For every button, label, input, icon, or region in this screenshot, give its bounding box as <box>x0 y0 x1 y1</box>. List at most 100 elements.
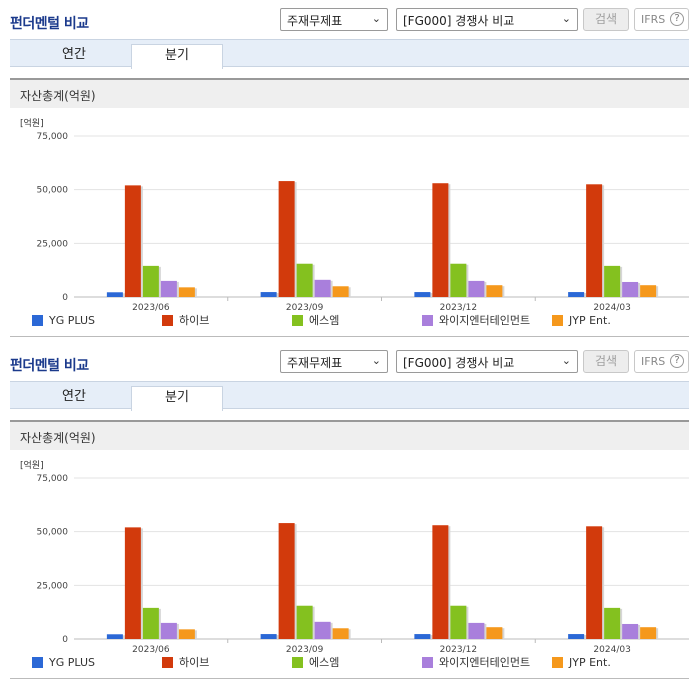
bar[interactable] <box>586 526 603 639</box>
statement-type-select[interactable]: 주재무제표 ⌄ <box>280 8 388 31</box>
bar[interactable] <box>314 621 331 639</box>
bar[interactable] <box>450 263 467 297</box>
legend-swatch <box>552 657 563 668</box>
y-tick-label: 75,000 <box>37 132 69 142</box>
chevron-down-icon: ⌄ <box>371 12 381 25</box>
total-assets-chart: [억원] 0 25,000 50,000 75,000 2023/06 2023/09 202… <box>20 117 689 327</box>
bar[interactable] <box>486 285 503 297</box>
search-button[interactable]: 검색 <box>583 350 629 373</box>
period-tabs: 연간 분기 <box>10 381 689 411</box>
tab-quarterly[interactable]: 분기 <box>131 386 223 411</box>
y-tick-label: 50,000 <box>37 186 69 196</box>
chevron-down-icon: ⌄ <box>561 12 571 25</box>
legend-label[interactable]: 하이브 <box>179 313 209 327</box>
y-tick-label: 25,000 <box>37 581 69 591</box>
divider <box>10 678 689 679</box>
select-value: 주재무제표 <box>287 356 343 370</box>
statement-type-select[interactable]: 주재무제표 ⌄ <box>280 350 388 373</box>
fundamental-panel-1: 펀더멘털 비교 주재무제표 ⌄ [FG000] 경쟁사 비교 ⌄ 검색 IFRS? … <box>10 8 689 337</box>
legend-label[interactable]: YG PLUS <box>48 314 95 327</box>
bar[interactable] <box>414 634 431 639</box>
fundamental-panel-2: 펀더멘털 비교 주재무제표 ⌄ [FG000] 경쟁사 비교 ⌄ 검색 IFRS? … <box>0 342 696 684</box>
legend-swatch <box>162 315 173 326</box>
y-tick-label: 50,000 <box>37 528 69 538</box>
bar[interactable] <box>468 622 485 639</box>
x-tick-label: 2023/09 <box>286 645 324 655</box>
bar[interactable] <box>106 634 123 639</box>
bar[interactable] <box>296 263 313 297</box>
bar[interactable] <box>432 525 449 639</box>
ifrs-label: IFRS <box>641 355 666 368</box>
legend-swatch <box>162 657 173 668</box>
legend-swatch <box>292 315 303 326</box>
bar[interactable] <box>142 607 159 639</box>
bar[interactable] <box>568 292 585 297</box>
help-icon: ? <box>670 12 684 26</box>
bar[interactable] <box>124 185 141 297</box>
bar[interactable] <box>124 527 141 639</box>
bar[interactable] <box>622 281 639 297</box>
bar[interactable] <box>296 605 313 639</box>
bar[interactable] <box>604 607 621 639</box>
total-assets-chart: [억원] 0 25,000 50,000 75,000 2023/06 2023/09 202… <box>20 459 689 669</box>
bar[interactable] <box>586 184 603 297</box>
ifrs-help-button[interactable]: IFRS? <box>634 8 689 31</box>
bar[interactable] <box>622 623 639 639</box>
bar[interactable] <box>604 265 621 297</box>
legend-swatch <box>292 657 303 668</box>
bar[interactable] <box>468 280 485 297</box>
legend-label[interactable]: 에스엠 <box>309 314 339 327</box>
bar[interactable] <box>414 292 431 297</box>
bar[interactable] <box>160 622 177 639</box>
y-tick-label: 0 <box>62 635 68 645</box>
bar[interactable] <box>178 629 195 639</box>
period-tabs: 연간 분기 <box>10 39 689 69</box>
bar[interactable] <box>640 627 657 639</box>
bar[interactable] <box>278 523 295 639</box>
bar[interactable] <box>332 628 349 639</box>
select-value: [FG000] 경쟁사 비교 <box>403 356 515 370</box>
legend-label[interactable]: 와이지엔터테인먼트 <box>439 656 530 669</box>
tab-annual[interactable]: 연간 <box>62 389 86 404</box>
peer-group-select[interactable]: [FG000] 경쟁사 비교 ⌄ <box>396 350 578 373</box>
peer-group-select[interactable]: [FG000] 경쟁사 비교 ⌄ <box>396 8 578 31</box>
ifrs-help-button[interactable]: IFRS? <box>634 350 689 373</box>
bar[interactable] <box>260 634 277 639</box>
select-value: [FG000] 경쟁사 비교 <box>403 14 515 28</box>
panel-title: 펀더멘털 비교 <box>10 16 89 32</box>
bar[interactable] <box>332 286 349 297</box>
bar[interactable] <box>432 183 449 297</box>
legend-label[interactable]: JYP Ent. <box>568 314 611 327</box>
bar[interactable] <box>278 181 295 297</box>
x-tick-label: 2023/12 <box>440 645 477 655</box>
bar[interactable] <box>640 285 657 297</box>
x-tick-label: 2023/09 <box>286 303 324 313</box>
legend-label[interactable]: JYP Ent. <box>568 656 611 669</box>
y-tick-label: 25,000 <box>37 239 69 249</box>
bar[interactable] <box>486 627 503 639</box>
bar[interactable] <box>260 292 277 297</box>
legend-swatch <box>552 315 563 326</box>
search-button[interactable]: 검색 <box>583 8 629 31</box>
bar[interactable] <box>314 279 331 297</box>
bar[interactable] <box>450 605 467 639</box>
bar[interactable] <box>178 287 195 297</box>
select-value: 주재무제표 <box>287 14 343 28</box>
legend-swatch <box>32 315 43 326</box>
divider <box>10 336 689 337</box>
bar[interactable] <box>106 292 123 297</box>
bar[interactable] <box>142 265 159 297</box>
tab-annual[interactable]: 연간 <box>62 47 86 62</box>
legend-label[interactable]: 와이지엔터테인먼트 <box>439 314 530 327</box>
section-header: 자산총계(억원) <box>10 78 689 108</box>
y-tick-label: 0 <box>62 293 68 303</box>
legend-label[interactable]: 에스엠 <box>309 656 339 669</box>
unit-label: [억원] <box>20 117 44 129</box>
x-tick-label: 2024/03 <box>593 303 630 313</box>
bar[interactable] <box>568 634 585 639</box>
legend-label[interactable]: 하이브 <box>179 655 209 669</box>
bar[interactable] <box>160 280 177 297</box>
tab-quarterly[interactable]: 분기 <box>131 44 223 69</box>
legend-label[interactable]: YG PLUS <box>48 656 95 669</box>
x-tick-label: 2024/03 <box>593 645 630 655</box>
